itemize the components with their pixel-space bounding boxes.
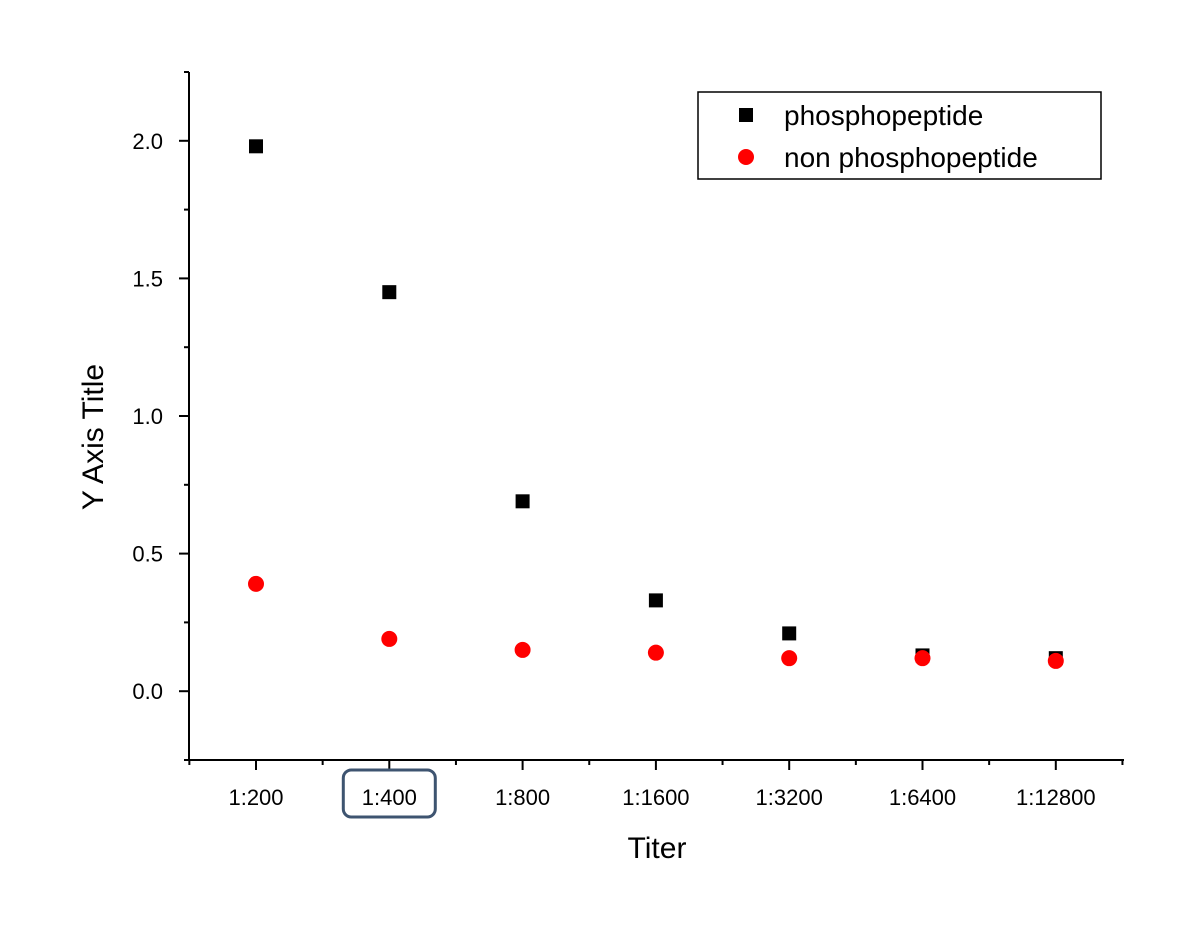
legend-label-non-phosphopeptide: non phosphopeptide <box>784 142 1038 173</box>
legend-box <box>697 91 1102 180</box>
legend-label-phosphopeptide: phosphopeptide <box>784 100 983 131</box>
x-axis-ticks: 1:200 1:400 1:800 1:1600 1:3200 1:6400 1:12800 <box>188 760 1124 810</box>
legend: phosphopeptide non phosphopeptide <box>697 91 1102 180</box>
category-highlight-box <box>341 768 437 819</box>
y-tick-label: 0.5 <box>132 542 163 567</box>
y-tick-label: 2.0 <box>132 129 163 154</box>
point-non-phosphopeptide <box>647 644 664 661</box>
y-tick-label: 1.5 <box>132 266 163 291</box>
point-non-phosphopeptide <box>381 630 398 647</box>
point-phosphopeptide <box>382 285 397 300</box>
x-tick-label: 1:6400 <box>889 785 956 810</box>
x-tick-label: 1:1600 <box>622 785 689 810</box>
legend-marker-phosphopeptide <box>739 108 753 122</box>
x-axis-title: Titer <box>628 832 687 865</box>
point-phosphopeptide <box>648 593 663 608</box>
point-non-phosphopeptide <box>1047 652 1064 669</box>
point-phosphopeptide <box>515 494 530 509</box>
point-non-phosphopeptide <box>248 575 264 592</box>
y-axis-title: Y Axis Title <box>77 364 110 510</box>
x-tick-label: 1:800 <box>495 785 550 810</box>
y-tick-label: 1.0 <box>132 404 163 429</box>
point-non-phosphopeptide <box>914 650 931 667</box>
x-tick-label: 1:12800 <box>1016 785 1096 810</box>
legend-marker-non-phosphopeptide <box>738 149 754 165</box>
point-non-phosphopeptide <box>514 641 531 658</box>
x-tick-label: 1:400 <box>362 785 417 810</box>
y-axis-ticks: 0.0 0.5 1.0 1.5 2.0 <box>132 71 189 761</box>
point-phosphopeptide <box>782 626 797 641</box>
point-phosphopeptide <box>249 139 263 154</box>
point-non-phosphopeptide <box>781 650 798 667</box>
data-points <box>248 139 1064 669</box>
y-tick-label: 0.0 <box>132 679 163 704</box>
x-tick-label: 1:3200 <box>756 785 823 810</box>
x-tick-label: 1:200 <box>228 785 283 810</box>
